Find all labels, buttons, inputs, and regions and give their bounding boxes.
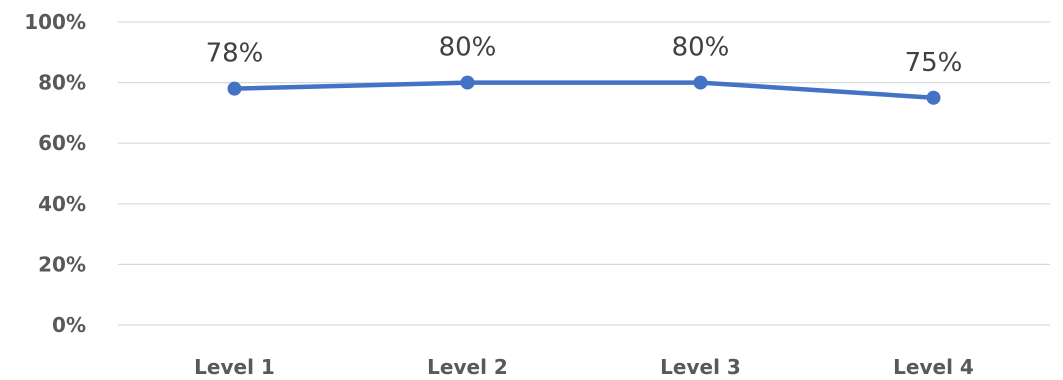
data-point — [460, 75, 475, 90]
data-point — [693, 75, 708, 90]
data-label: 80% — [439, 33, 497, 63]
series-line — [232, 80, 936, 100]
data-point — [926, 90, 941, 105]
y-tick-label: 100% — [24, 10, 86, 34]
data-point — [227, 81, 242, 96]
x-axis-ticks: Level 1 Level 2 Level 3 Level 4 — [194, 355, 974, 379]
x-tick-label: Level 1 — [194, 355, 275, 379]
series-layer — [227, 75, 941, 105]
data-label: 75% — [905, 48, 963, 78]
data-label: 78% — [206, 39, 264, 69]
x-tick-label: Level 3 — [660, 355, 741, 379]
x-tick-label: Level 2 — [427, 355, 508, 379]
y-tick-label: 40% — [38, 192, 86, 216]
x-tick-label: Level 4 — [893, 355, 974, 379]
data-labels: 78% 80% 80% 75% — [206, 33, 963, 78]
y-tick-label: 80% — [38, 71, 86, 95]
y-tick-label: 60% — [38, 131, 86, 155]
y-axis-ticks: 0% 20% 40% 60% 80% 100% — [24, 10, 86, 337]
y-tick-label: 20% — [38, 252, 86, 276]
data-label: 80% — [672, 33, 730, 63]
y-tick-label: 0% — [52, 313, 86, 337]
